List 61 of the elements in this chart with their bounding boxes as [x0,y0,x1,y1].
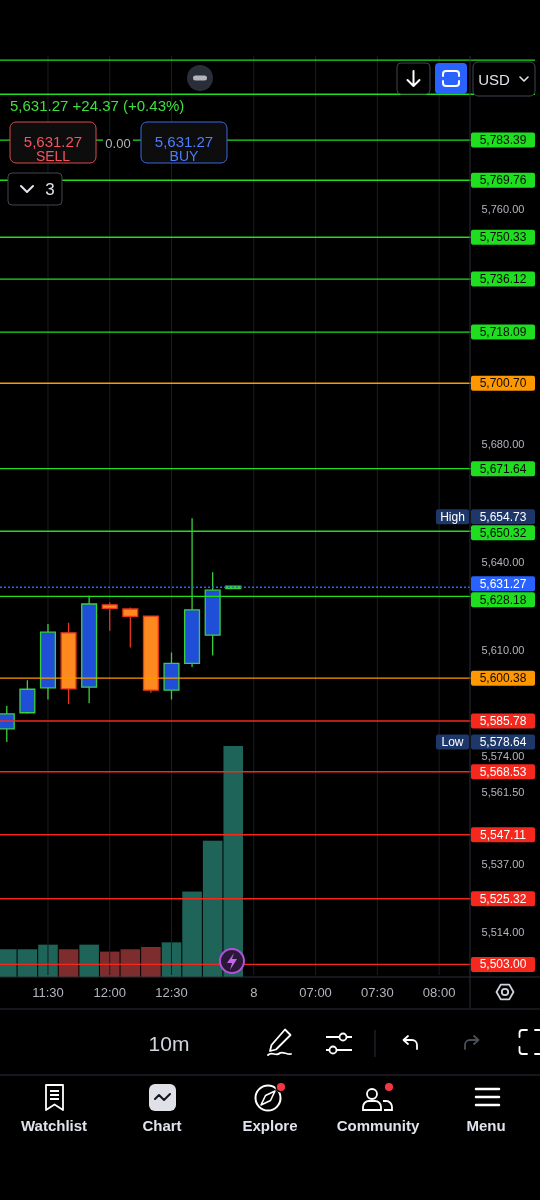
text: 10m [148,1031,190,1055]
text: Community [336,1116,420,1134]
ref-line-label: 5,585.78 [479,714,527,729]
ref-line-label: 5,568.53 [479,764,527,779]
ref-line-label: 5,547.11 [480,827,527,842]
bar [58,949,79,977]
x-tick-label: 12:00 [93,984,126,1000]
y-tick-label: 5,760.00 [481,202,525,215]
candlestick [142,614,159,694]
text: 5,654.73 [479,509,527,524]
annotation: 5,631.27 [23,132,83,150]
bar [79,944,99,977]
x-tick-label: 12:30 [155,984,188,1000]
candlestick [204,571,221,657]
ref-line-label: 5,736.12 [479,272,527,287]
candlestick [184,517,201,668]
ref-line-label: 5,750.33 [479,230,527,245]
ref-line-label: 5,718.09 [479,325,527,340]
ref-line-label: 5,700.70 [479,376,527,391]
x-tick-label: 07:00 [299,984,332,1000]
text: Explore [242,1116,298,1134]
text: 5,578.64 [479,735,527,750]
annotation: 3 [45,179,55,199]
annotation: BUY [169,148,200,164]
annotation: SELL [35,148,71,164]
annotation: Low [441,735,464,750]
ref-line-label: 5,525.32 [479,891,527,906]
candlestick [122,606,139,649]
y-tick-label: 5,610.00 [481,643,525,656]
y-tick-label: 5,574.00 [481,749,525,762]
ref-line-label: 5,769.76 [479,173,527,188]
ref-line-label: 5,650.32 [479,525,527,540]
ref-line-label: 5,631.27 [479,576,527,591]
annotation: 0.00 [105,135,131,151]
candlestick [39,623,57,701]
annotation: 5,631.27 [154,132,214,150]
candlestick [163,651,180,701]
annotation: High [440,509,465,524]
ref-line-label: 5,503.00 [479,957,527,972]
text: Menu [466,1116,506,1134]
text: Watchlist [20,1116,88,1134]
candlestick [19,679,36,715]
x-tick-label: 08:00 [422,984,456,1000]
candlestick [81,595,98,705]
candlestick [60,622,77,705]
text: 5,631.27 +24.37 (+0.43%) [10,96,185,114]
y-tick-label: 5,514.00 [481,926,525,939]
ref-line-label: 5,600.38 [479,671,527,686]
candlestick [101,601,118,632]
y-tick-label: 5,640.00 [481,555,525,568]
ref-line-label: 5,671.64 [479,461,527,476]
y-tick-label: 5,561.50 [481,786,525,799]
y-tick-label: 5,680.00 [481,438,525,451]
x-tick-label: 07:30 [361,984,394,1000]
y-tick-label: 5,537.00 [481,858,525,871]
x-tick-label: 11:30 [32,984,64,1000]
x-tick-label: 8 [250,984,258,1000]
text: Chart [142,1116,182,1134]
ref-line-label: 5,783.39 [479,133,527,148]
text: USD [478,70,510,88]
ref-line-label: 5,628.18 [479,592,527,607]
